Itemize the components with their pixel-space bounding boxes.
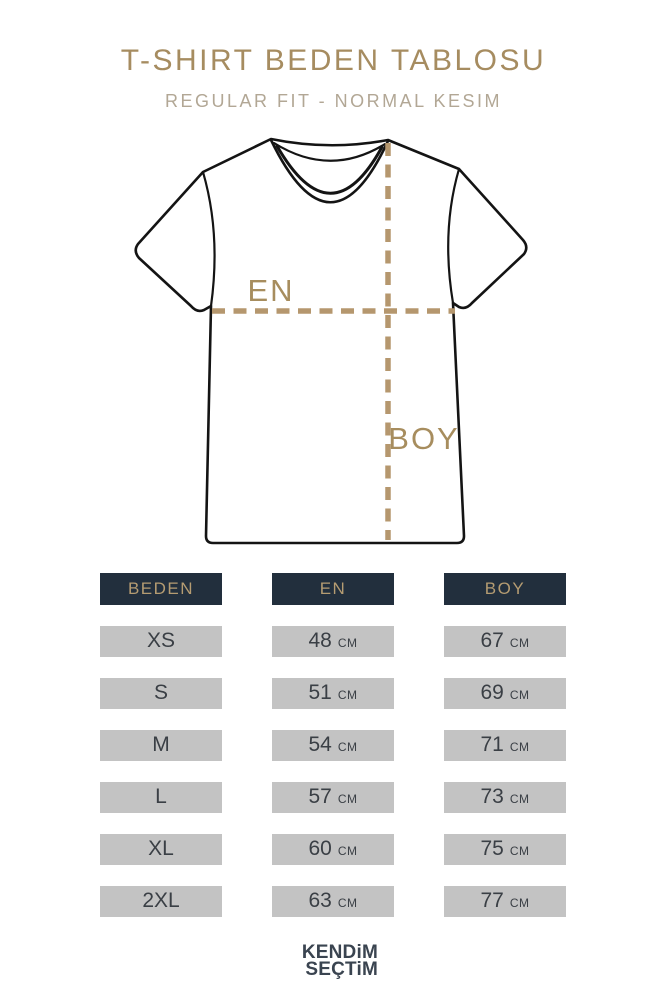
unit-label: CM	[509, 636, 530, 650]
size-cell-l: L	[100, 782, 222, 813]
en-cell-s: 51 CM	[272, 678, 394, 709]
boy-value: 71	[480, 733, 504, 756]
boy-value: 77	[480, 889, 504, 912]
table-header-beden: BEDEN	[100, 573, 222, 605]
boy-value: 67	[480, 629, 504, 652]
unit-label: CM	[337, 636, 358, 650]
size-value: 2XL	[142, 889, 180, 912]
left-armhole-seam	[201, 170, 216, 308]
boy-value: 73	[480, 785, 504, 808]
size-value: M	[152, 733, 170, 756]
tshirt-outline-path	[134, 137, 528, 545]
table-header-en: EN	[272, 573, 394, 605]
size-cell-xs: XS	[100, 626, 222, 657]
en-cell-l: 57 CM	[272, 782, 394, 813]
en-value: 60	[308, 837, 332, 860]
size-cell-xl: XL	[100, 834, 222, 865]
unit-label: CM	[337, 844, 358, 858]
size-value: L	[155, 785, 167, 808]
brand-logo-line1: KENDiM	[301, 942, 378, 963]
en-value: 54	[308, 733, 332, 756]
boy-cell-2xl: 77 CM	[444, 886, 566, 917]
unit-label: CM	[337, 896, 358, 910]
unit-label: CM	[337, 740, 358, 754]
right-armhole-seam	[447, 167, 461, 305]
boy-cell-l: 73 CM	[444, 782, 566, 813]
page-subtitle: REGULAR FIT - NORMAL KESIM	[164, 91, 503, 111]
boy-cell-s: 69 CM	[444, 678, 566, 709]
size-table: BEDEN EN BOY XS 48 CM 67 CM S 51 CM 69 CM M …	[100, 573, 566, 917]
unit-label: CM	[337, 688, 358, 702]
brand-logo-line2: SEÇTiM	[305, 959, 378, 980]
width-label: EN	[247, 273, 294, 308]
unit-label: CM	[509, 792, 530, 806]
en-value: 48	[308, 629, 332, 652]
size-cell-s: S	[100, 678, 222, 709]
en-cell-m: 54 CM	[272, 730, 394, 761]
en-value: 57	[308, 785, 332, 808]
height-label: BOY	[388, 421, 459, 456]
size-cell-2xl: 2XL	[100, 886, 222, 917]
collar-outer-band	[269, 138, 390, 204]
size-value: XS	[146, 629, 175, 652]
brand-logo: KENDiM SEÇTiM	[250, 942, 378, 980]
en-value: 51	[308, 681, 332, 704]
size-value: XL	[148, 837, 174, 860]
boy-value: 69	[480, 681, 504, 704]
boy-cell-xl: 75 CM	[444, 834, 566, 865]
en-cell-xs: 48 CM	[272, 626, 394, 657]
unit-label: CM	[509, 688, 530, 702]
unit-label: CM	[509, 844, 530, 858]
page-title: T-SHIRT BEDEN TABLOSU	[120, 44, 547, 77]
en-cell-2xl: 63 CM	[272, 886, 394, 917]
en-cell-xl: 60 CM	[272, 834, 394, 865]
boy-value: 75	[480, 837, 504, 860]
boy-cell-xs: 67 CM	[444, 626, 566, 657]
size-cell-m: M	[100, 730, 222, 761]
collar-inner-scoop	[275, 144, 384, 195]
unit-label: CM	[509, 896, 530, 910]
collar-seam	[272, 141, 387, 162]
en-value: 63	[308, 889, 332, 912]
unit-label: CM	[509, 740, 530, 754]
table-header-boy: BOY	[444, 573, 566, 605]
size-value: S	[153, 681, 168, 704]
unit-label: CM	[337, 792, 358, 806]
boy-cell-m: 71 CM	[444, 730, 566, 761]
